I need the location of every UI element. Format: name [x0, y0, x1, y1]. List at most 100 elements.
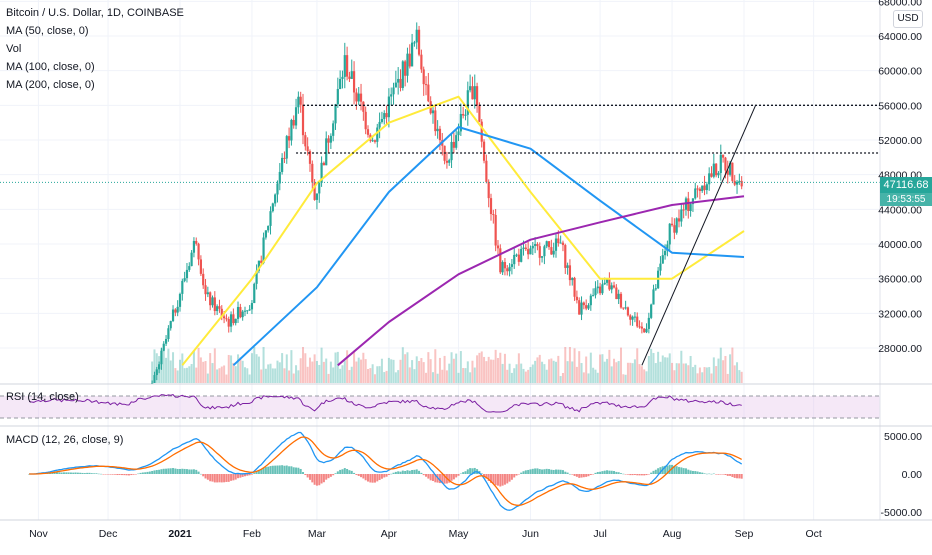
volume-bar [469, 372, 472, 383]
volume-bar [571, 361, 574, 383]
macd-legend[interactable]: MACD (12, 26, close, 9) [6, 434, 124, 446]
price-tick-label: 36000.00 [878, 274, 922, 286]
candle-body [304, 135, 307, 147]
legend-ma100[interactable]: MA (100, close, 0) [6, 61, 95, 73]
macd-histogram-bar [299, 468, 302, 474]
macd-histogram-bar [582, 474, 585, 478]
volume-bar [603, 361, 606, 383]
volume-bar [490, 359, 493, 383]
macd-histogram-bar [527, 469, 530, 474]
candle-body [513, 254, 516, 265]
volume-bar [162, 350, 165, 383]
macd-histogram-bar [239, 474, 242, 478]
macd-histogram-bar [401, 470, 404, 474]
candle-body [431, 110, 435, 114]
candle-body [417, 29, 421, 55]
macd-histogram-bar [603, 470, 606, 474]
macd-histogram-bar [397, 471, 400, 474]
ma100-line [232, 126, 745, 367]
macd-histogram-bar [394, 471, 397, 474]
volume-bar [334, 352, 337, 383]
macd-histogram-bar [195, 469, 198, 474]
candle-body [320, 162, 323, 183]
macd-histogram-bar [455, 474, 458, 478]
volume-bar [464, 368, 467, 383]
volume-bar [508, 363, 511, 383]
macd-histogram-bar [717, 474, 720, 475]
macd-histogram-bar [703, 473, 706, 474]
macd-histogram-bar [146, 471, 149, 474]
macd-histogram-bar [425, 474, 428, 477]
rsi-legend[interactable]: RSI (14, close) [6, 391, 79, 403]
macd-histogram-bar [712, 473, 715, 475]
volume-bar [589, 352, 592, 383]
candle-body [197, 243, 200, 260]
volume-bar [485, 361, 488, 383]
candle-body [661, 255, 664, 264]
volume-bar [513, 368, 516, 383]
volume-bar [434, 349, 437, 383]
volume-bar [531, 364, 534, 383]
volume-bar [297, 370, 300, 383]
legend-ma200[interactable]: MA (200, close, 0) [6, 79, 95, 91]
volume-bar [664, 357, 667, 383]
candle-body [264, 230, 267, 238]
volume-bar [399, 359, 402, 383]
volume-bar [457, 372, 460, 383]
macd-histogram-bar [153, 470, 156, 474]
ma200-line [337, 195, 745, 367]
candle-body [248, 309, 251, 311]
candle-body [475, 86, 479, 106]
macd-histogram-bar [220, 474, 223, 483]
volume-bar [615, 362, 618, 383]
candle-body [322, 162, 326, 166]
candle-body [216, 306, 219, 312]
macd-histogram-bar [545, 468, 548, 474]
candle-body [677, 218, 681, 222]
legend-ma50[interactable]: MA (50, close, 0) [6, 25, 89, 37]
candle-body [675, 218, 678, 233]
candle-body [269, 211, 272, 226]
volume-bar [350, 366, 353, 383]
macd-histogram-bar [708, 473, 711, 475]
volume-bar [264, 368, 267, 383]
volume-bar [213, 348, 216, 383]
candle-body [183, 278, 186, 281]
volume-bar [555, 361, 557, 383]
candle-body [427, 84, 430, 102]
macd-histogram-bar [580, 474, 583, 478]
candle-body [689, 204, 692, 212]
macd-histogram-bar [666, 465, 669, 474]
time-tick-label: 2021 [168, 528, 192, 540]
currency-button[interactable]: USD [893, 10, 923, 28]
candle-body [710, 173, 713, 177]
volume-bar [274, 368, 277, 383]
volume-bar [202, 361, 205, 383]
macd-histogram-bar [729, 474, 732, 476]
volume-bar [367, 368, 369, 383]
last-price-badge: 47116.68 [880, 177, 932, 193]
volume-bar [487, 356, 490, 383]
candle-body [694, 188, 697, 199]
macd-histogram-bar [555, 469, 557, 474]
volume-bar [401, 347, 404, 383]
candle-body [202, 273, 205, 286]
macd-histogram-bar [313, 474, 316, 485]
candle-body [285, 136, 288, 159]
candle-body [536, 244, 539, 247]
volume-bar [237, 354, 240, 383]
time-tick-label: Jun [522, 528, 539, 540]
macd-histogram-bar [531, 468, 534, 474]
candle-body [464, 114, 467, 116]
candle-body [478, 105, 481, 122]
candle-body [399, 78, 402, 88]
candle-body [438, 128, 442, 141]
legend-volume[interactable]: Vol [6, 43, 22, 55]
macd-histogram-bar [529, 469, 532, 474]
candle-body [703, 185, 706, 191]
candle-body [568, 265, 572, 281]
symbol-title[interactable]: Bitcoin / U.S. Dollar, 1D, COINBASE [6, 7, 184, 19]
macd-histogram-bar [705, 473, 708, 475]
